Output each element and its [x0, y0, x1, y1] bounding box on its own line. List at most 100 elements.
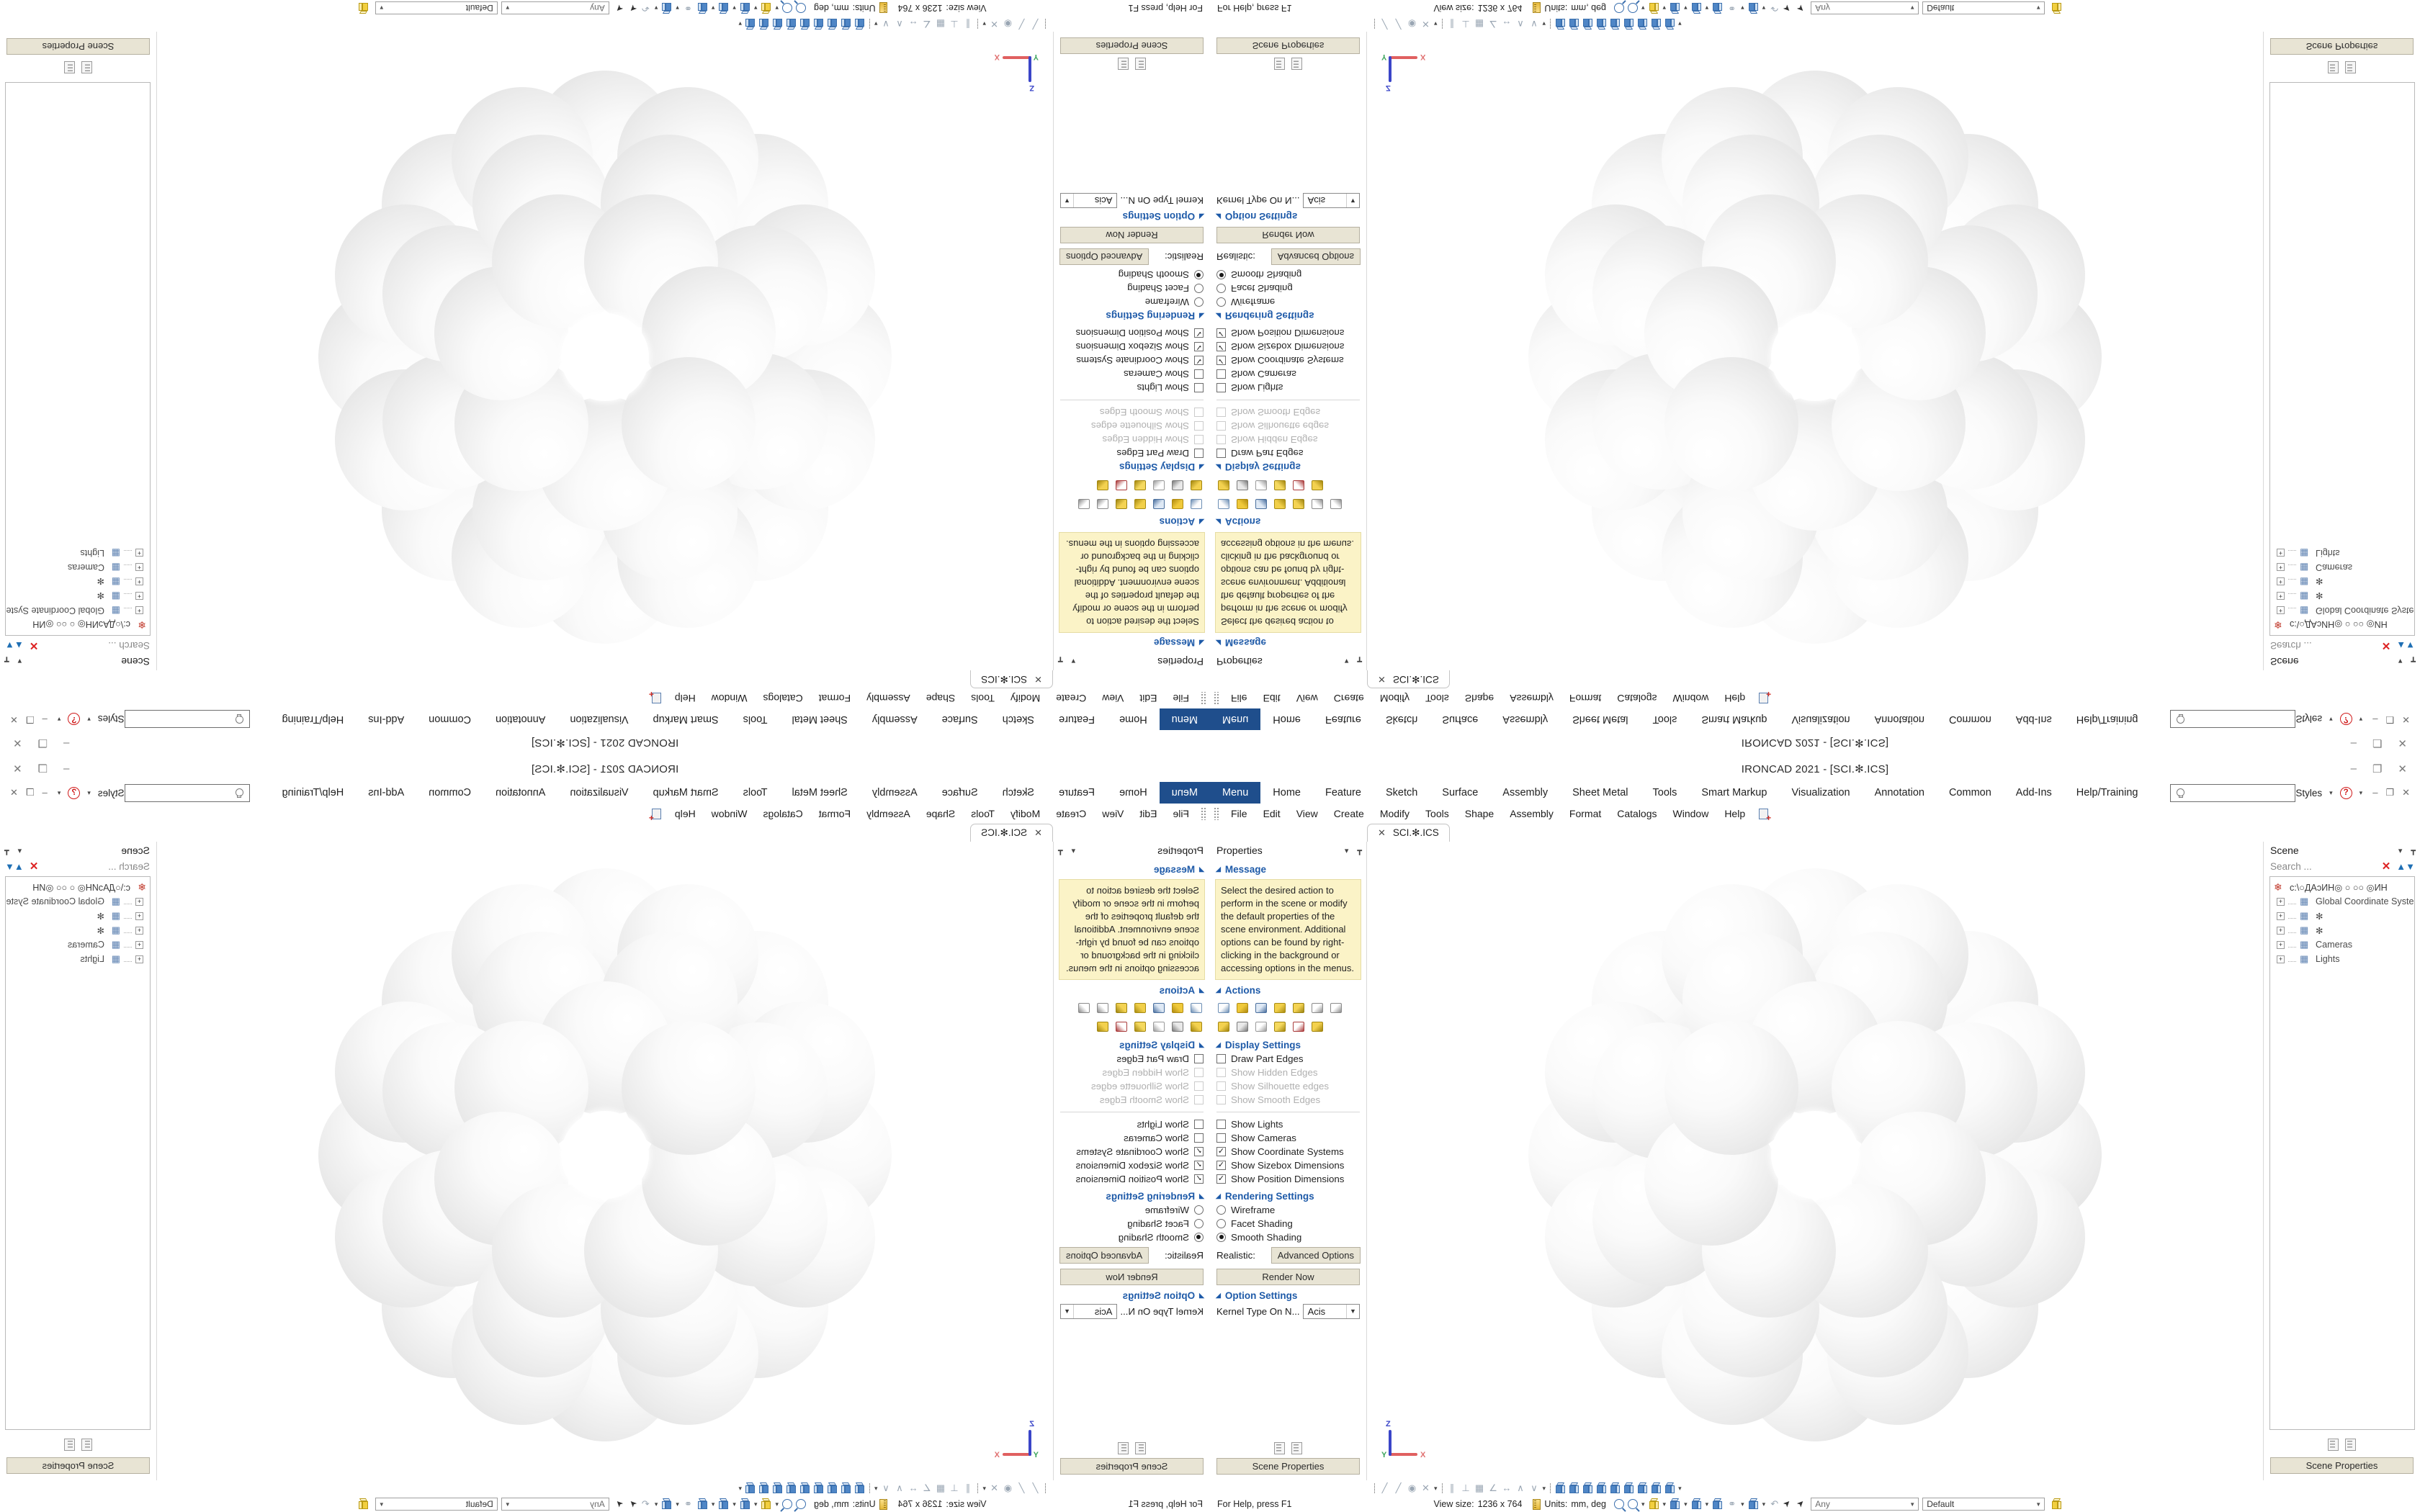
restore-button[interactable]: ❐: [2372, 737, 2383, 749]
parallel-constraint-icon[interactable]: ∥: [965, 19, 971, 30]
ribbon-tab-tools[interactable]: Tools: [1652, 714, 1677, 725]
ribbon-tab-visualization[interactable]: Visualization: [570, 714, 629, 725]
menu-item-catalogs[interactable]: Catalogs: [1617, 693, 1657, 704]
sketch-edit-icon[interactable]: [1310, 1002, 1325, 1014]
graph-icon[interactable]: [1329, 1002, 1343, 1014]
checkbox-row-show-sizebox-dimensions[interactable]: ✓ Show Sizebox Dimensions: [1054, 340, 1210, 354]
new-document-icon[interactable]: [649, 693, 663, 705]
hole-shape-icon[interactable]: [1637, 18, 1648, 30]
radio-icon[interactable]: [1216, 1232, 1226, 1242]
help-icon[interactable]: ?: [2339, 713, 2352, 726]
grid-constraint-icon[interactable]: ▦: [1474, 1482, 1484, 1493]
close-button[interactable]: ✕: [2398, 763, 2407, 775]
chevron-down-icon[interactable]: ▾: [1762, 4, 1766, 12]
light-mode-icon[interactable]: [1691, 1498, 1702, 1510]
chevron-down-icon[interactable]: ▾: [1741, 1500, 1744, 1508]
camera-view-icon[interactable]: ⚭: [1728, 3, 1736, 14]
ribbon-tab-common[interactable]: Common: [429, 714, 472, 725]
graph-icon[interactable]: [1077, 498, 1091, 510]
message-section-header[interactable]: ◢ Message: [1210, 636, 1366, 649]
menu-item-shape[interactable]: Shape: [1464, 693, 1494, 704]
blend-shape-icon[interactable]: [758, 18, 769, 30]
section-view-icon[interactable]: [1712, 2, 1723, 14]
checkbox-row-draw-part-edges[interactable]: Draw Part Edges: [1210, 446, 1366, 460]
shading-mode-icon[interactable]: [1670, 2, 1680, 14]
help-chevron-down-icon[interactable]: ▾: [2359, 716, 2363, 724]
document-tab[interactable]: ✕ SCI.✻.ICS: [1367, 824, 1450, 842]
pin-icon[interactable]: ┳: [1058, 657, 1063, 666]
toolbar-grip-3[interactable]: [869, 19, 870, 29]
ribbon-tab-smart-markup[interactable]: Smart Markup: [1701, 787, 1767, 798]
scene-tree-node[interactable]: + ▦ ✻: [8, 589, 148, 603]
style-select[interactable]: Default ▼: [1922, 1498, 2045, 1511]
extrude-part-icon[interactable]: [1235, 498, 1250, 510]
menu-item-create[interactable]: Create: [1056, 808, 1087, 819]
ribbon-tab-common[interactable]: Common: [429, 787, 472, 798]
ribbon-tab-assembly[interactable]: Assembly: [871, 714, 918, 725]
checkbox-row-show-sizebox-dimensions[interactable]: ✓ Show Sizebox Dimensions: [1210, 1158, 1366, 1172]
menu-item-edit[interactable]: Edit: [1139, 808, 1157, 819]
menu-drag-grip[interactable]: [1214, 807, 1220, 820]
render-now-button[interactable]: Render Now: [1216, 227, 1360, 244]
scene-properties-button[interactable]: Scene Properties: [1216, 1458, 1360, 1475]
rendering-settings-header[interactable]: ◢ Rendering Settings: [1054, 1189, 1210, 1203]
expand-plus-icon[interactable]: +: [2277, 897, 2285, 906]
help-icon[interactable]: ?: [68, 713, 81, 726]
chevron-down-icon[interactable]: ▾: [1762, 1500, 1766, 1508]
expand-plus-icon[interactable]: +: [135, 926, 143, 935]
dimension-constraint-icon[interactable]: ↔: [1502, 19, 1512, 30]
actions-section-header[interactable]: ◢ Actions: [1054, 984, 1210, 997]
torus-shape-icon[interactable]: [1610, 1482, 1621, 1494]
ruler-icon[interactable]: [879, 2, 887, 14]
radio-icon[interactable]: [1216, 297, 1226, 307]
hole-shape-icon[interactable]: [772, 18, 783, 30]
light-mode-icon[interactable]: [1691, 2, 1702, 14]
scene-tree-node[interactable]: + ▦ ✻: [2272, 923, 2412, 937]
smart-part-icon[interactable]: [1189, 479, 1204, 492]
scene-properties-toggle-icon[interactable]: [81, 61, 92, 73]
chevron-down-icon[interactable]: ▾: [17, 657, 22, 666]
sketch-edit-icon[interactable]: [1095, 1002, 1110, 1014]
menu-item-view[interactable]: View: [1296, 808, 1318, 819]
radio-icon[interactable]: [1194, 270, 1204, 280]
message-section-header[interactable]: ◢ Message: [1054, 863, 1210, 876]
tangent-constraint-icon[interactable]: ∧: [1517, 1482, 1524, 1493]
document-tab[interactable]: ✕ SCI.✻.ICS: [970, 670, 1053, 688]
shading-mode-icon[interactable]: [740, 2, 750, 14]
radio-icon[interactable]: [1194, 284, 1204, 294]
pin-icon[interactable]: ┳: [1357, 846, 1362, 855]
trim-tool-icon[interactable]: ✕: [990, 19, 998, 30]
menu-item-window[interactable]: Window: [711, 808, 748, 819]
scene-properties-toggle-icon[interactable]: [1135, 1442, 1146, 1454]
gear-part-icon[interactable]: [1170, 479, 1185, 492]
shell-icon[interactable]: [1291, 498, 1306, 510]
shell-icon[interactable]: [1291, 1002, 1306, 1014]
chevron-down-icon[interactable]: ▾: [87, 716, 91, 724]
checkbox-icon[interactable]: ✓: [1194, 1174, 1204, 1184]
menu-item-create[interactable]: Create: [1333, 808, 1364, 819]
chevron-down-icon[interactable]: ▾: [1705, 4, 1709, 12]
selection-filter-select[interactable]: Any ▼: [1811, 1498, 1919, 1511]
ribbon-tab-assembly[interactable]: Assembly: [1502, 714, 1549, 725]
scene-tree-node[interactable]: + ▦ ✻: [2272, 909, 2412, 923]
menu-item-edit[interactable]: Edit: [1263, 693, 1281, 704]
ribbon-tab-tools[interactable]: Tools: [743, 714, 768, 725]
checkbox-row-show-sizebox-dimensions[interactable]: ✓ Show Sizebox Dimensions: [1210, 340, 1366, 354]
scene-tree-node[interactable]: + ▦ ✻: [2272, 589, 2412, 603]
custom-shape-icon[interactable]: [1664, 18, 1675, 30]
blend-shape-icon[interactable]: [1651, 18, 1662, 30]
selection-filter-select[interactable]: Any ▼: [501, 1, 609, 14]
menu-item-view[interactable]: View: [1296, 693, 1318, 704]
radio-row-smooth-shading[interactable]: Smooth Shading: [1210, 1230, 1366, 1244]
restore-button[interactable]: ❐: [2372, 763, 2383, 775]
sketch-edit-icon[interactable]: [1310, 498, 1325, 510]
ribbon-search-box[interactable]: [124, 710, 250, 729]
coordinate-icon[interactable]: [1291, 479, 1306, 492]
toolbar-grip-2[interactable]: [1441, 1483, 1443, 1493]
smart-part-icon[interactable]: [1216, 1020, 1231, 1033]
perspective-icon[interactable]: [661, 2, 672, 14]
radio-row-wireframe[interactable]: Wireframe: [1054, 295, 1210, 309]
radio-icon[interactable]: [1216, 270, 1226, 280]
help-chevron-down-icon[interactable]: ▾: [57, 716, 61, 724]
menu-item-modify[interactable]: Modify: [1010, 693, 1041, 704]
